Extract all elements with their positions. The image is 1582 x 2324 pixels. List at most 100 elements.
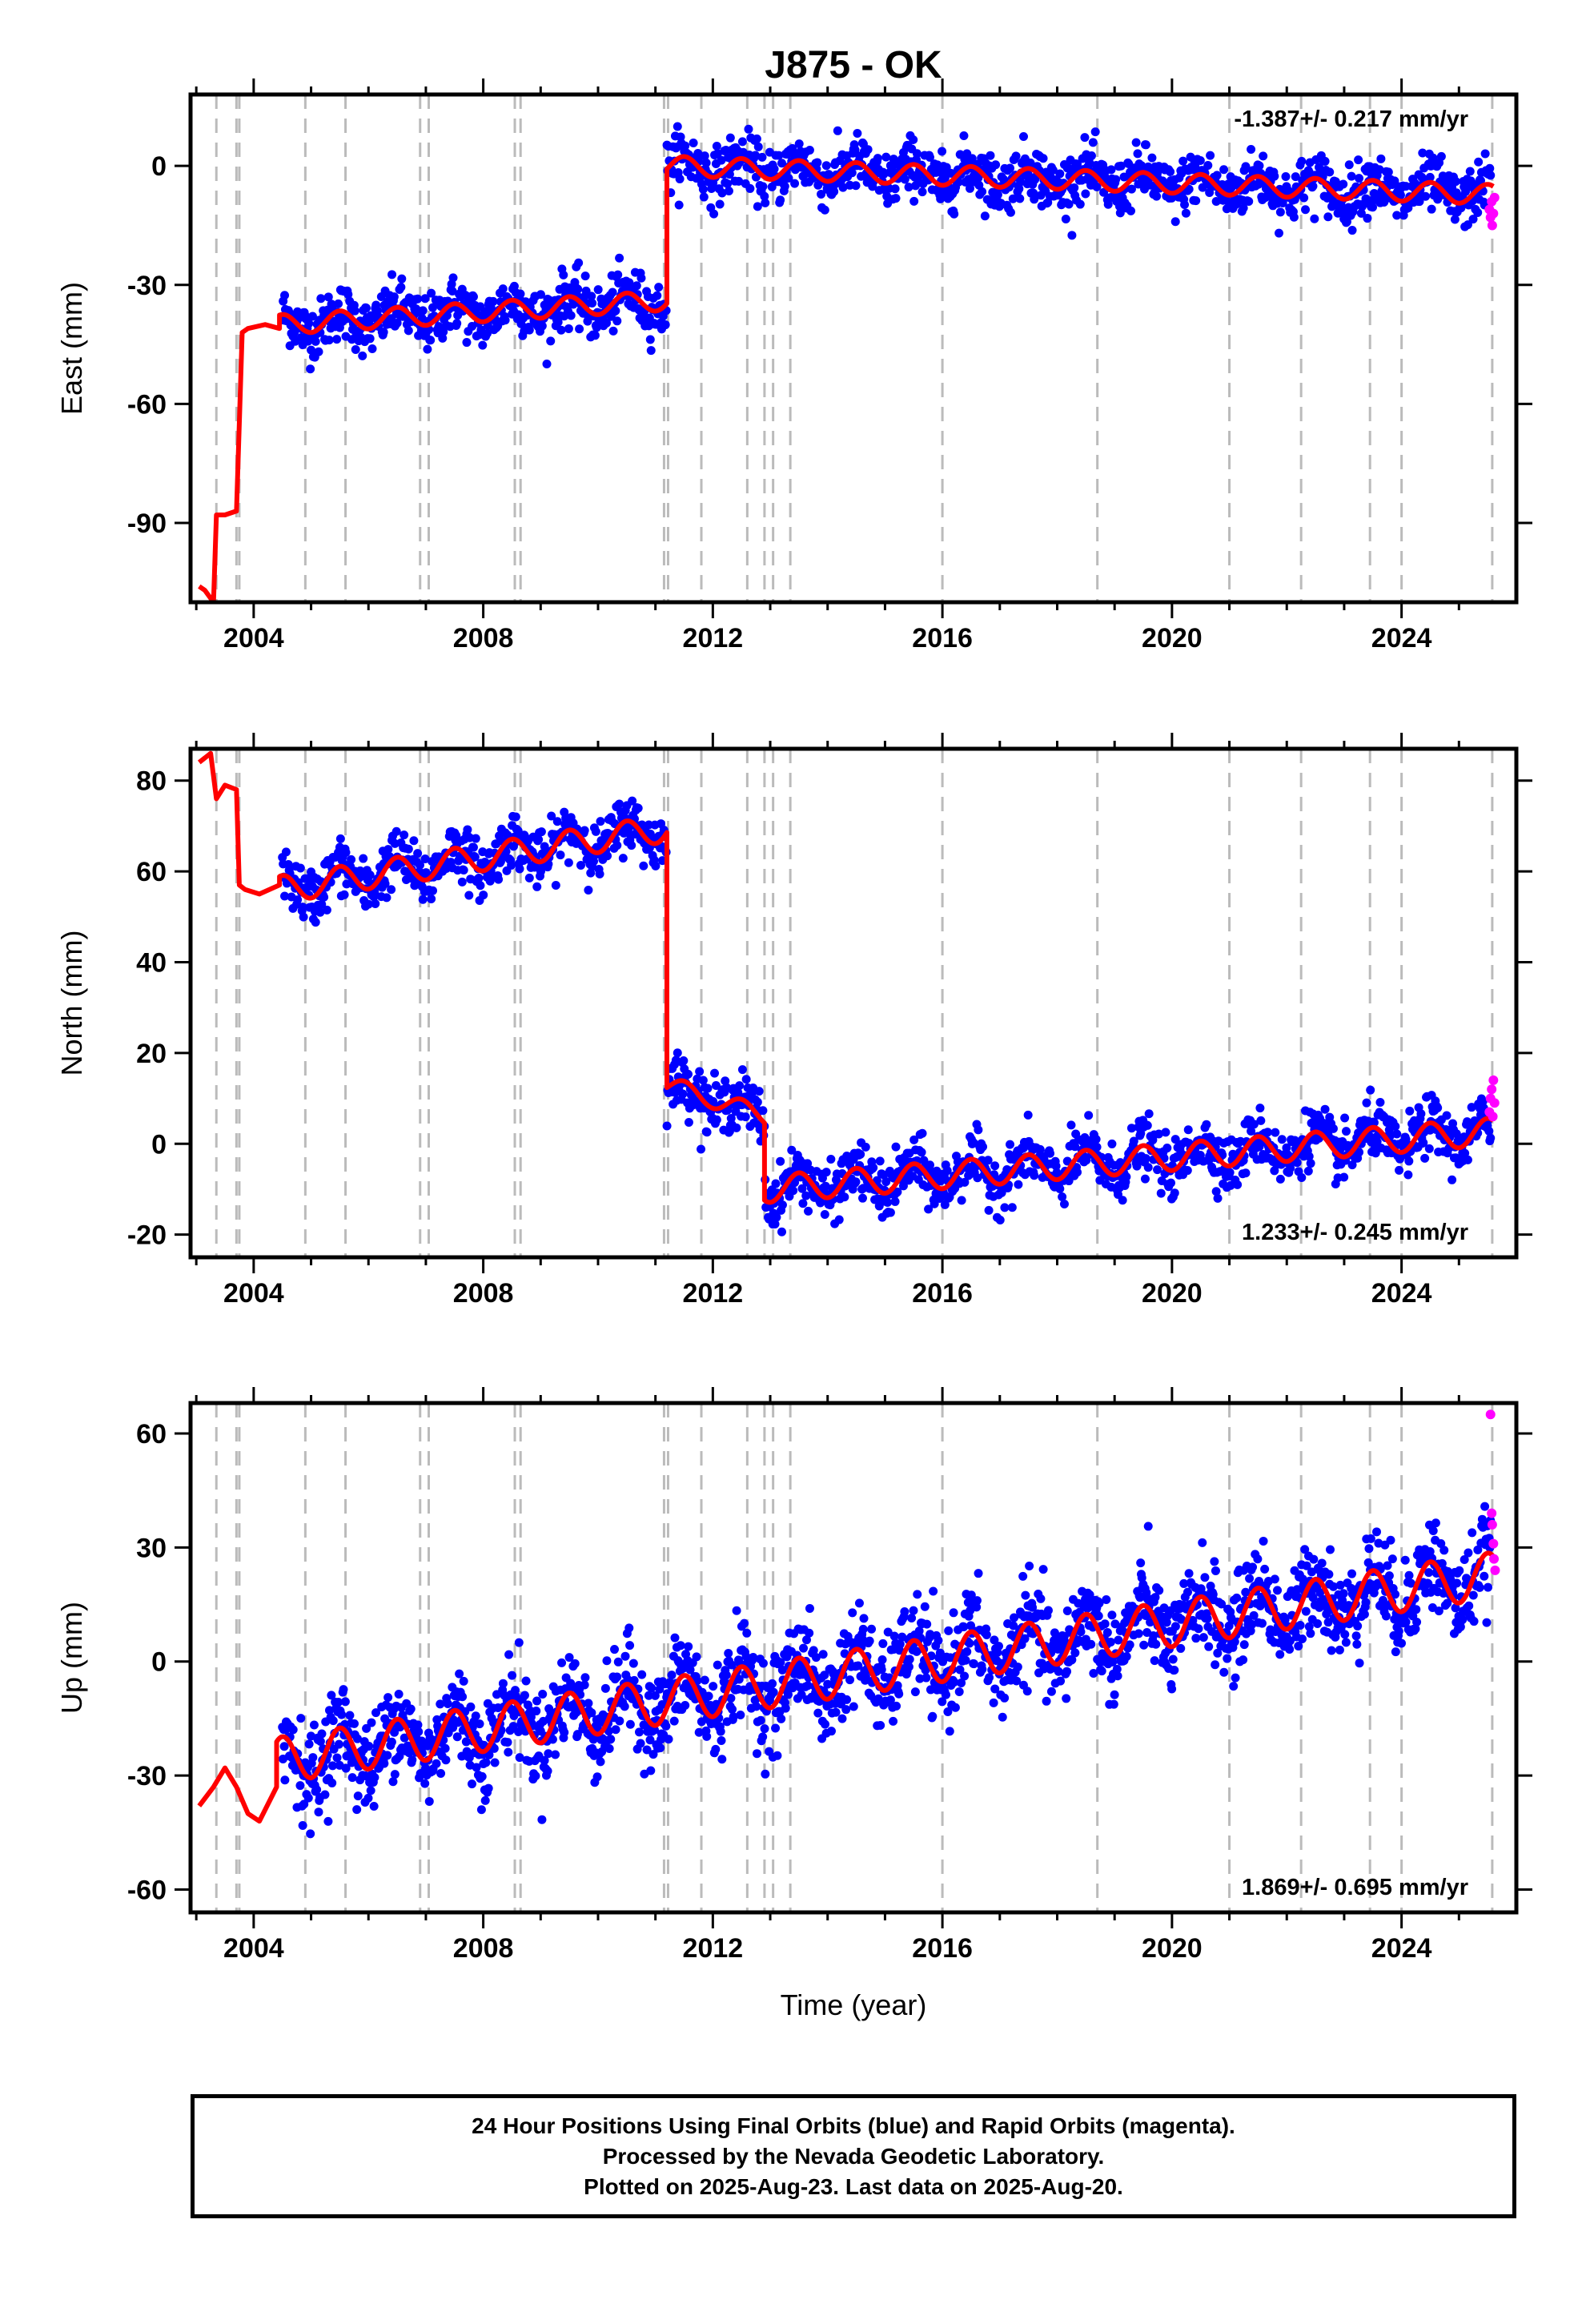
final-orbit-point [1442, 1111, 1452, 1120]
final-orbit-point [427, 288, 436, 298]
final-orbit-point [1395, 191, 1405, 200]
final-orbit-point [1419, 1138, 1428, 1148]
final-orbit-point [950, 1703, 960, 1712]
final-orbit-point [974, 1569, 983, 1578]
final-orbit-point [371, 899, 380, 909]
final-orbit-point [532, 1707, 541, 1716]
final-orbit-point [1341, 1127, 1351, 1136]
final-orbit-point [592, 323, 601, 332]
final-orbit-point [873, 154, 882, 163]
final-orbit-point [1046, 1687, 1056, 1696]
final-orbit-point [1122, 1651, 1131, 1661]
final-orbit-point [1277, 1135, 1287, 1144]
final-orbit-point [1362, 1098, 1371, 1108]
final-orbit-point [1082, 1156, 1091, 1165]
final-orbit-point [957, 1196, 966, 1205]
final-orbit-point [922, 1619, 932, 1629]
final-orbit-point [349, 1719, 359, 1728]
final-orbit-point [1139, 1640, 1149, 1650]
final-orbit-point [488, 296, 498, 306]
final-orbit-point [1355, 1148, 1364, 1157]
final-orbit-point [363, 1793, 373, 1803]
final-orbit-point [1058, 1192, 1067, 1202]
final-orbit-point [861, 1142, 870, 1152]
final-orbit-point [363, 899, 373, 909]
final-orbit-point [1046, 1148, 1055, 1158]
final-orbit-point [413, 1720, 423, 1730]
final-orbit-point [1030, 195, 1039, 204]
final-orbit-point [391, 826, 401, 836]
final-orbit-point [432, 1715, 442, 1724]
final-orbit-point [1055, 169, 1065, 179]
final-orbit-point [478, 340, 488, 350]
final-orbit-point [494, 875, 504, 884]
final-orbit-point [600, 1683, 610, 1693]
final-orbit-point [298, 1820, 307, 1830]
final-orbit-point [1392, 1129, 1402, 1139]
final-orbit-point [983, 1156, 993, 1165]
final-orbit-point [536, 827, 546, 837]
y-tick-label: 0 [151, 151, 167, 182]
final-orbit-point [1213, 1193, 1223, 1203]
final-orbit-point [989, 1698, 998, 1707]
final-orbit-point [324, 336, 334, 345]
final-orbit-point [1166, 193, 1176, 203]
final-orbit-point [928, 1711, 938, 1721]
final-orbit-point [711, 1744, 721, 1754]
y-tick-label: 0 [151, 1129, 167, 1160]
final-orbit-point [875, 1156, 885, 1166]
final-orbit-point [1191, 196, 1201, 206]
final-orbit-point [1202, 1120, 1211, 1129]
final-orbit-point [1061, 215, 1070, 224]
final-orbit-point [371, 1708, 381, 1718]
final-orbit-point [876, 1721, 885, 1731]
panel-frame [188, 92, 1519, 605]
final-orbit-point [299, 912, 308, 922]
final-orbit-point [390, 1770, 400, 1779]
final-orbit-point [838, 183, 848, 192]
final-orbit-point [974, 1125, 983, 1135]
final-orbit-point [1055, 1184, 1065, 1194]
final-orbit-point [413, 294, 423, 304]
final-orbit-point [350, 306, 359, 316]
final-orbit-point [547, 811, 556, 821]
final-orbit-point [1347, 226, 1357, 235]
final-orbit-point [857, 1193, 867, 1203]
final-orbit-point [925, 152, 934, 162]
final-orbit-point [974, 173, 983, 183]
final-orbit-point [1271, 1128, 1280, 1137]
final-orbit-point [929, 1586, 938, 1596]
final-orbit-point [1232, 1593, 1242, 1602]
final-orbit-point [1014, 1180, 1023, 1189]
final-orbit-point [538, 1689, 548, 1699]
final-orbit-point [741, 1112, 750, 1122]
final-orbit-point [656, 1743, 665, 1753]
final-orbit-point [388, 1777, 398, 1787]
final-orbit-point [362, 1723, 371, 1733]
final-orbit-point [753, 202, 762, 211]
final-orbit-point [1198, 1538, 1207, 1547]
final-orbit-point [757, 152, 767, 162]
final-orbit-point [1203, 1614, 1212, 1623]
final-orbit-point [1154, 1586, 1164, 1595]
final-orbit-point [379, 328, 388, 337]
final-orbit-point [432, 1759, 441, 1768]
rapid-orbit-point [1487, 1084, 1497, 1095]
y-tick-label: 20 [136, 1039, 167, 1069]
plot-area [197, 1403, 1500, 1912]
final-orbit-point [1026, 158, 1035, 167]
final-orbit-point [1231, 1673, 1240, 1683]
final-orbit-point [972, 1596, 982, 1606]
final-orbit-point [1007, 1203, 1017, 1212]
final-orbit-point [1168, 1655, 1178, 1664]
final-orbit-point [1122, 1172, 1131, 1182]
final-orbit-point [628, 796, 637, 806]
final-orbit-point [701, 158, 711, 167]
final-orbit-point [327, 1761, 337, 1771]
final-orbit-point [1006, 1140, 1015, 1149]
final-orbit-point [845, 1675, 855, 1685]
final-orbit-point [874, 1201, 884, 1211]
final-orbit-point [373, 306, 383, 316]
x-tick-label: 2008 [453, 623, 514, 653]
